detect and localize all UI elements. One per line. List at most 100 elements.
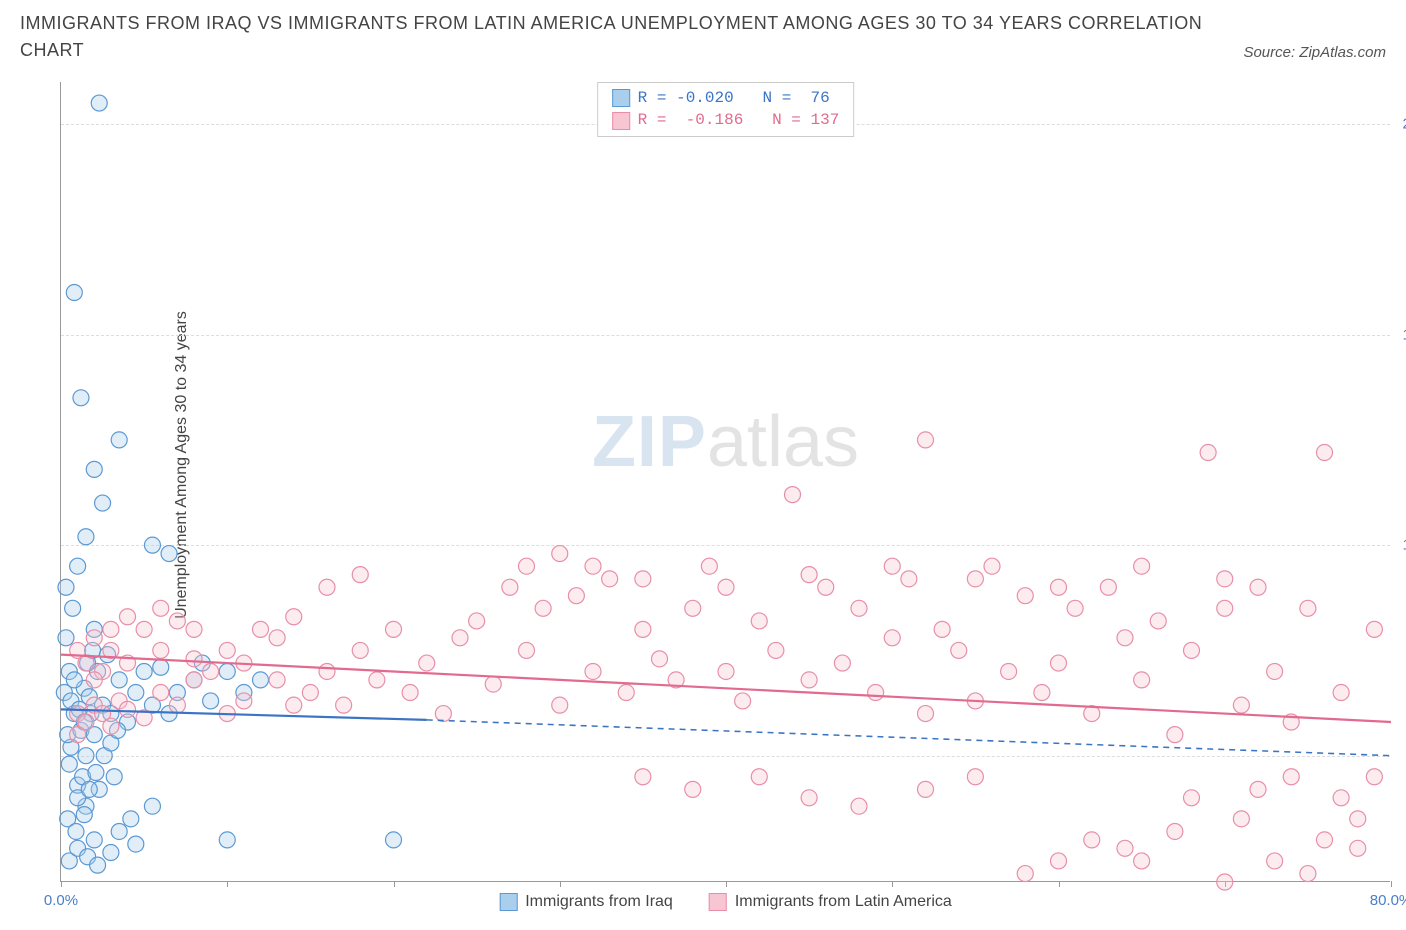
scatter-point bbox=[1217, 600, 1233, 616]
scatter-point bbox=[68, 823, 84, 839]
scatter-point bbox=[103, 718, 119, 734]
y-tick-label: 20.0% bbox=[1402, 116, 1406, 133]
scatter-point bbox=[1250, 781, 1266, 797]
scatter-point bbox=[967, 769, 983, 785]
scatter-point bbox=[918, 781, 934, 797]
scatter-point bbox=[70, 558, 86, 574]
scatter-point bbox=[1366, 621, 1382, 637]
scatter-point bbox=[61, 756, 77, 772]
scatter-point bbox=[1200, 445, 1216, 461]
scatter-point bbox=[834, 655, 850, 671]
scatter-point bbox=[1134, 672, 1150, 688]
scatter-point bbox=[585, 663, 601, 679]
scatter-point bbox=[801, 790, 817, 806]
scatter-point bbox=[106, 769, 122, 785]
scatter-point bbox=[751, 769, 767, 785]
scatter-point bbox=[186, 672, 202, 688]
scatter-point bbox=[1350, 840, 1366, 856]
scatter-point bbox=[552, 546, 568, 562]
scatter-point bbox=[1051, 579, 1067, 595]
scatter-point bbox=[1333, 790, 1349, 806]
scatter-point bbox=[186, 651, 202, 667]
scatter-point bbox=[1217, 874, 1233, 890]
scatter-point bbox=[91, 95, 107, 111]
scatter-point bbox=[918, 432, 934, 448]
chart-source: Source: ZipAtlas.com bbox=[1243, 42, 1386, 65]
scatter-point bbox=[635, 571, 651, 587]
scatter-point bbox=[136, 663, 152, 679]
scatter-point bbox=[768, 642, 784, 658]
scatter-point bbox=[701, 558, 717, 574]
scatter-point bbox=[66, 672, 82, 688]
scatter-point bbox=[1100, 579, 1116, 595]
scatter-point bbox=[602, 571, 618, 587]
chart-plot-area: ZIPatlas R = -0.020 N = 76R = -0.186 N =… bbox=[60, 82, 1390, 882]
scatter-point bbox=[153, 642, 169, 658]
scatter-point bbox=[818, 579, 834, 595]
scatter-point bbox=[735, 693, 751, 709]
scatter-point bbox=[1283, 769, 1299, 785]
scatter-point bbox=[851, 798, 867, 814]
scatter-point bbox=[73, 390, 89, 406]
scatter-point bbox=[635, 769, 651, 785]
scatter-plot-svg bbox=[61, 82, 1390, 881]
scatter-point bbox=[535, 600, 551, 616]
x-tick bbox=[394, 881, 395, 887]
scatter-point bbox=[502, 579, 518, 595]
scatter-point bbox=[219, 663, 235, 679]
legend-series-item: Immigrants from Iraq bbox=[499, 893, 673, 911]
scatter-point bbox=[685, 781, 701, 797]
scatter-point bbox=[219, 642, 235, 658]
scatter-point bbox=[519, 642, 535, 658]
scatter-point bbox=[1051, 853, 1067, 869]
scatter-point bbox=[128, 685, 144, 701]
scatter-point bbox=[111, 672, 127, 688]
scatter-point bbox=[144, 537, 160, 553]
scatter-point bbox=[103, 845, 119, 861]
scatter-point bbox=[111, 432, 127, 448]
scatter-point bbox=[751, 613, 767, 629]
scatter-point bbox=[1117, 630, 1133, 646]
legend-stat-text: R = -0.020 N = 76 bbox=[638, 87, 830, 109]
scatter-point bbox=[236, 693, 252, 709]
legend-swatch bbox=[709, 893, 727, 911]
x-tick-label: 0.0% bbox=[44, 892, 78, 909]
scatter-point bbox=[1350, 811, 1366, 827]
scatter-point bbox=[319, 663, 335, 679]
scatter-point bbox=[369, 672, 385, 688]
legend-series-label: Immigrants from Latin America bbox=[735, 893, 952, 911]
scatter-point bbox=[951, 642, 967, 658]
x-tick bbox=[227, 881, 228, 887]
scatter-point bbox=[1233, 811, 1249, 827]
scatter-point bbox=[884, 558, 900, 574]
scatter-point bbox=[219, 832, 235, 848]
legend-stat-row: R = -0.020 N = 76 bbox=[612, 87, 840, 109]
scatter-point bbox=[1233, 697, 1249, 713]
legend-swatch bbox=[499, 893, 517, 911]
legend-swatch bbox=[612, 112, 630, 130]
scatter-point bbox=[1067, 600, 1083, 616]
scatter-point bbox=[984, 558, 1000, 574]
scatter-point bbox=[144, 798, 160, 814]
scatter-point bbox=[901, 571, 917, 587]
scatter-point bbox=[319, 579, 335, 595]
scatter-point bbox=[58, 630, 74, 646]
chart-title-line1: IMMIGRANTS FROM IRAQ VS IMMIGRANTS FROM … bbox=[20, 10, 1386, 37]
scatter-point bbox=[65, 600, 81, 616]
scatter-point bbox=[1150, 613, 1166, 629]
scatter-point bbox=[78, 529, 94, 545]
series-legend: Immigrants from Iraq Immigrants from Lati… bbox=[499, 893, 952, 911]
scatter-point bbox=[618, 685, 634, 701]
scatter-point bbox=[1317, 445, 1333, 461]
scatter-point bbox=[1333, 685, 1349, 701]
scatter-point bbox=[136, 621, 152, 637]
scatter-point bbox=[120, 701, 136, 717]
scatter-point bbox=[169, 613, 185, 629]
scatter-point bbox=[81, 781, 97, 797]
scatter-point bbox=[1051, 655, 1067, 671]
scatter-point bbox=[76, 807, 92, 823]
scatter-point bbox=[103, 621, 119, 637]
scatter-point bbox=[86, 672, 102, 688]
scatter-point bbox=[203, 693, 219, 709]
scatter-point bbox=[86, 832, 102, 848]
